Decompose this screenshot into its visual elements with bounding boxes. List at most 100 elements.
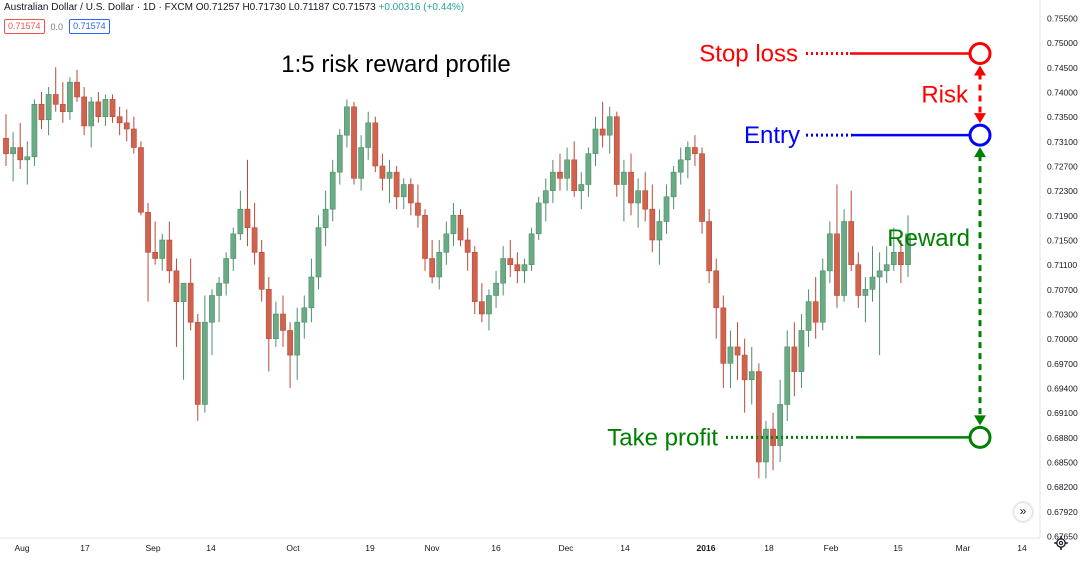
candle-down[interactable] [812, 301, 819, 323]
candle-down[interactable] [152, 252, 159, 259]
candle-down[interactable] [74, 81, 80, 98]
candle-up[interactable] [592, 128, 599, 154]
candle-down[interactable] [791, 346, 798, 372]
candle-down[interactable] [187, 282, 194, 323]
level-marker[interactable] [968, 425, 992, 449]
candle-up[interactable] [209, 295, 215, 323]
candle-up[interactable] [564, 159, 570, 179]
candle-up[interactable] [500, 258, 507, 284]
candle-up[interactable] [493, 282, 499, 296]
candle-up[interactable] [322, 208, 329, 228]
candle-down[interactable] [116, 116, 123, 124]
candle-up[interactable] [684, 147, 691, 161]
candle-up[interactable] [578, 184, 585, 191]
candle-down[interactable] [393, 171, 400, 198]
candle-up[interactable] [819, 270, 826, 323]
candle-up[interactable] [905, 233, 911, 265]
candle-up[interactable] [656, 221, 663, 241]
candle-down[interactable] [741, 354, 748, 381]
candle-down[interactable] [38, 104, 45, 121]
candle-up[interactable] [827, 233, 833, 272]
candle-down[interactable] [734, 346, 741, 356]
candle-down[interactable] [429, 258, 435, 278]
candle-up[interactable] [621, 171, 627, 185]
candle-down[interactable] [130, 128, 137, 148]
candle-up[interactable] [24, 156, 31, 161]
candle-up[interactable] [677, 159, 684, 173]
candle-up[interactable] [883, 264, 890, 272]
candle-up[interactable] [230, 233, 237, 259]
candle-down[interactable] [457, 215, 464, 241]
scroll-to-realtime-button[interactable]: » [1014, 503, 1032, 521]
ask-price[interactable]: 0.71574 [69, 19, 110, 34]
candle-down[interactable] [251, 227, 258, 253]
candle-up[interactable] [635, 190, 641, 204]
candle-down[interactable] [613, 116, 620, 185]
candle-down[interactable] [848, 221, 855, 265]
candle-down[interactable] [898, 252, 904, 265]
candle-down[interactable] [280, 313, 286, 331]
candle-down[interactable] [379, 165, 386, 179]
candle-down[interactable] [17, 147, 24, 161]
candle-down[interactable] [244, 208, 251, 228]
candle-down[interactable] [415, 202, 421, 216]
candle-up[interactable] [585, 153, 592, 185]
candle-up[interactable] [521, 264, 528, 272]
candle-down[interactable] [599, 128, 606, 136]
candle-down[interactable] [194, 321, 201, 405]
candle-down[interactable] [109, 99, 116, 117]
candle-up[interactable] [486, 295, 492, 315]
candle-down[interactable] [95, 101, 102, 117]
candle-up[interactable] [606, 116, 613, 136]
candle-down[interactable] [407, 184, 414, 204]
candle-up[interactable] [535, 202, 542, 235]
candle-up[interactable] [344, 106, 350, 136]
level-marker[interactable] [968, 42, 992, 66]
candle-down[interactable] [166, 239, 173, 272]
candle-down[interactable] [138, 147, 144, 213]
candle-down[interactable] [507, 258, 514, 265]
candle-down[interactable] [713, 270, 720, 309]
gear-icon[interactable] [1054, 536, 1068, 550]
candle-up[interactable] [436, 252, 443, 278]
candle-up[interactable] [10, 147, 16, 154]
candle-down[interactable] [59, 104, 66, 113]
candle-down[interactable] [514, 264, 521, 272]
candle-up[interactable] [294, 321, 301, 356]
bid-price[interactable]: 0.71574 [4, 19, 45, 34]
candle-down[interactable] [3, 137, 9, 154]
candle-down[interactable] [479, 301, 485, 315]
candle-down[interactable] [649, 208, 656, 241]
candle-up[interactable] [329, 171, 336, 210]
candle-up[interactable] [400, 184, 407, 198]
candle-up[interactable] [450, 215, 457, 235]
candle-up[interactable] [443, 233, 450, 253]
candle-down[interactable] [265, 289, 272, 339]
candle-up[interactable] [308, 276, 315, 309]
candle-up[interactable] [216, 282, 222, 296]
candle-down[interactable] [692, 147, 698, 154]
candle-down[interactable] [834, 233, 840, 296]
candle-up[interactable] [358, 147, 364, 179]
candle-up[interactable] [670, 171, 677, 198]
candle-down[interactable] [770, 428, 776, 446]
candle-up[interactable] [315, 227, 322, 278]
candle-up[interactable] [365, 122, 372, 148]
candle-down[interactable] [173, 270, 180, 302]
candle-up[interactable] [727, 346, 734, 364]
candle-down[interactable] [557, 171, 563, 179]
candle-down[interactable] [720, 307, 727, 364]
candle-up[interactable] [202, 321, 208, 405]
candle-down[interactable] [855, 264, 862, 296]
candle-up[interactable] [159, 239, 166, 259]
candle-up[interactable] [223, 258, 230, 284]
candle-up[interactable] [748, 371, 755, 381]
candle-up[interactable] [386, 171, 393, 179]
candle-down[interactable] [258, 252, 265, 290]
candle-down[interactable] [699, 153, 705, 222]
candle-up[interactable] [876, 270, 883, 278]
candle-up[interactable] [180, 282, 187, 302]
candle-down[interactable] [287, 330, 293, 356]
candle-down[interactable] [571, 159, 578, 191]
